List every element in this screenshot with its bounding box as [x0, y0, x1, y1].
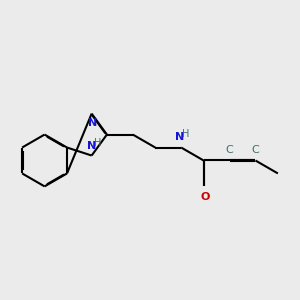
- Text: N: N: [175, 132, 184, 142]
- Text: H: H: [94, 138, 101, 148]
- Text: N: N: [88, 118, 98, 128]
- Text: N: N: [87, 141, 96, 151]
- Text: C: C: [226, 145, 233, 155]
- Text: H: H: [182, 129, 190, 139]
- Text: C: C: [252, 145, 259, 155]
- Text: O: O: [200, 192, 210, 202]
